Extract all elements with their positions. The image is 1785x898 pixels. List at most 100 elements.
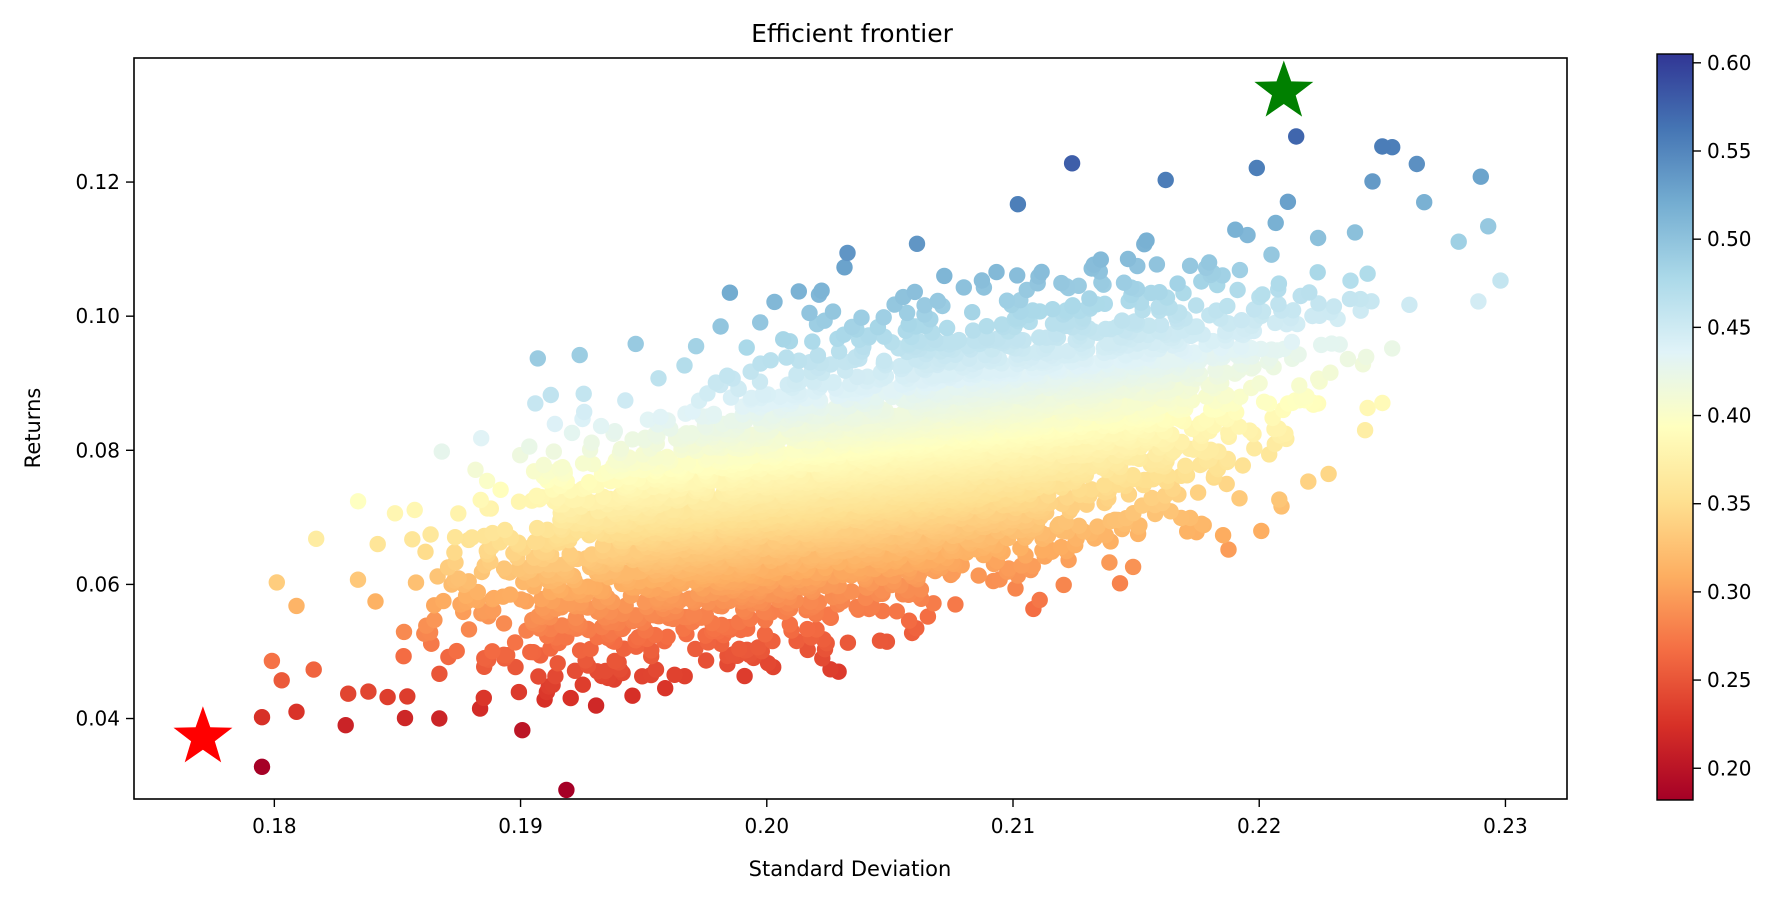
scatter-point: [1234, 457, 1252, 474]
scatter-point: [1113, 312, 1131, 329]
scatter-point: [788, 366, 805, 383]
scatter-point: [1300, 473, 1317, 490]
scatter-points: [253, 128, 1509, 799]
scatter-point: [759, 655, 777, 672]
scatter-point: [938, 319, 956, 337]
scatter-point: [1214, 527, 1232, 544]
scatter-point: [337, 717, 354, 734]
scatter-point: [659, 628, 676, 645]
scatter-point: [738, 339, 755, 356]
scatter-point: [395, 623, 413, 641]
scatter-point: [450, 505, 467, 522]
scatter-point: [1325, 298, 1343, 315]
scatter-point: [528, 487, 545, 504]
scatter-point: [475, 689, 492, 707]
scatter-point: [705, 405, 722, 423]
scatter-point: [799, 620, 816, 638]
scatter-point: [1187, 297, 1205, 314]
scatter-point: [268, 574, 285, 591]
scatter-point: [1358, 348, 1375, 366]
scatter-point: [535, 456, 552, 474]
scatter-point: [1218, 475, 1235, 493]
scatter-point: [778, 349, 795, 366]
scatter-point: [1169, 275, 1186, 292]
scatter-point: [545, 443, 562, 460]
scatter-point: [697, 606, 714, 624]
scatter-point: [1341, 290, 1359, 308]
scatter-point: [1339, 350, 1357, 368]
scatter-point: [546, 415, 564, 433]
scatter-point: [685, 606, 702, 623]
scatter-point: [650, 370, 667, 387]
scatter-point: [450, 570, 467, 587]
scatter-point: [575, 385, 592, 402]
scatter-point: [386, 505, 404, 522]
scatter-point: [1255, 393, 1273, 410]
scatter-point: [360, 683, 377, 700]
scatter-point: [1231, 261, 1249, 279]
scatter-point: [521, 438, 538, 455]
scatter-point: [1131, 517, 1148, 534]
scatter-point: [1270, 296, 1287, 313]
scatter-point: [719, 367, 736, 384]
scatter-point: [558, 781, 575, 799]
scatter-point: [1031, 329, 1048, 346]
scatter-point: [1374, 394, 1391, 412]
scatter-point: [369, 535, 386, 553]
scatter-point: [978, 318, 995, 335]
scatter-point: [678, 425, 695, 442]
scatter-point: [687, 338, 705, 355]
scatter-point: [1096, 476, 1113, 494]
scatter-point: [583, 434, 600, 451]
scatter-point: [510, 493, 528, 510]
scatter-point: [510, 683, 528, 701]
chart-title: Efficient frontier: [751, 19, 953, 48]
scatter-point: [1470, 293, 1487, 310]
scatter-point: [1359, 265, 1376, 282]
scatter-point: [1000, 560, 1017, 577]
scatter-point: [404, 531, 421, 548]
scatter-point: [900, 612, 918, 629]
scatter-point: [657, 680, 674, 697]
scatter-point: [349, 571, 367, 588]
scatter-point: [1143, 489, 1160, 507]
scatter-point: [871, 632, 889, 649]
scatter-point: [1271, 491, 1288, 508]
scatter-point: [1231, 490, 1248, 507]
scatter-point: [1083, 481, 1100, 498]
scatter-point: [1220, 541, 1237, 558]
scatter-point: [1301, 284, 1318, 301]
scatter-point: [472, 491, 489, 509]
scatter-point: [308, 530, 325, 547]
scatter-point: [697, 652, 715, 669]
scatter-point: [554, 459, 571, 476]
scatter-point: [998, 292, 1016, 309]
scatter-point: [1031, 591, 1048, 609]
scatter-point: [506, 634, 524, 651]
scatter-point: [417, 543, 434, 560]
scatter-point: [1115, 274, 1133, 291]
scatter-point: [542, 386, 559, 404]
scatter-point: [1055, 576, 1072, 594]
scatter-point: [1034, 542, 1051, 559]
scatter-point: [507, 658, 524, 676]
scatter-point: [1177, 457, 1194, 474]
scatter-point: [1070, 517, 1088, 534]
scatter-point: [1359, 399, 1376, 417]
scatter-point: [947, 596, 964, 613]
scatter-point: [1233, 312, 1250, 329]
scatter-point: [1142, 284, 1160, 302]
scatter-point: [624, 687, 641, 704]
scatter-point: [502, 586, 519, 603]
scatter-point: [549, 655, 566, 672]
scatter-point: [606, 652, 623, 670]
scatter-point: [775, 331, 792, 348]
scatter-point: [781, 616, 798, 633]
scatter-point: [448, 642, 465, 660]
scatter-point: [495, 615, 513, 632]
scatter-point: [1342, 272, 1359, 289]
scatter-point: [460, 621, 478, 638]
scatter-point: [563, 424, 581, 442]
scatter-point: [263, 652, 281, 670]
scatter-point: [1283, 333, 1301, 351]
